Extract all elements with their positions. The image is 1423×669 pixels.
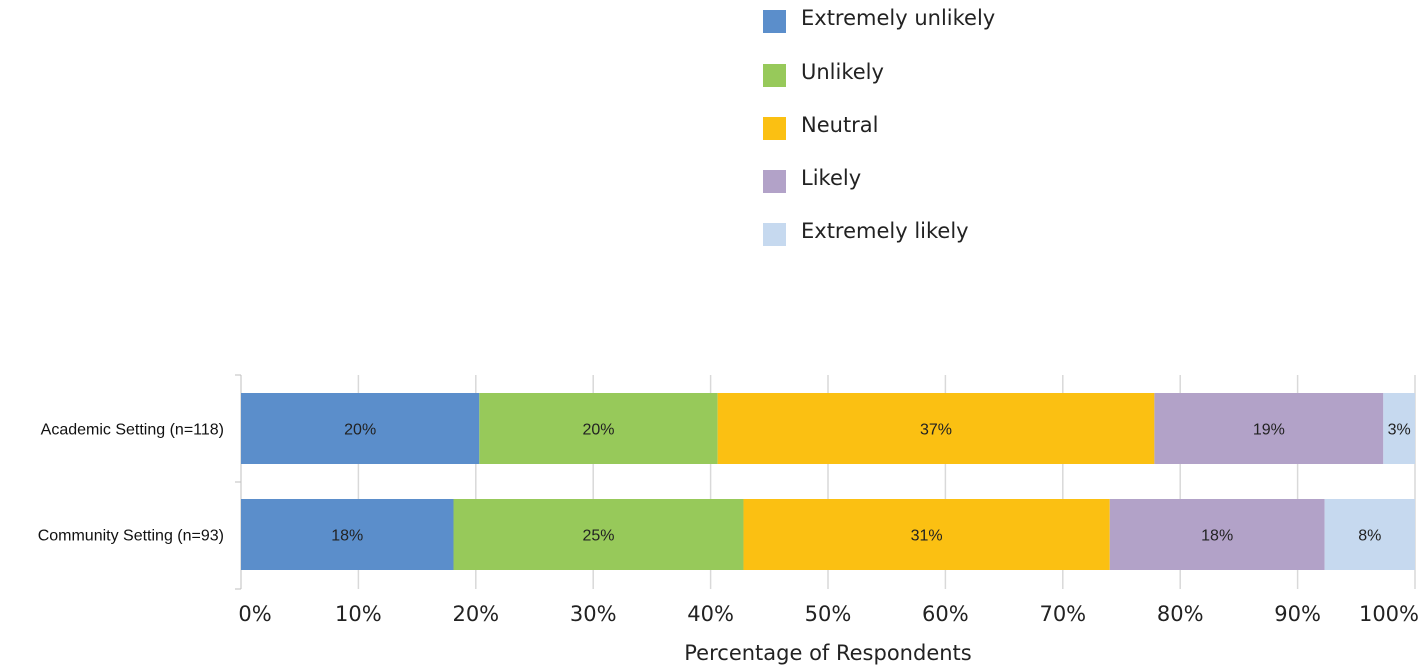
bar-segment — [1324, 499, 1415, 570]
legend-label: Neutral — [801, 113, 879, 137]
legend-label: Unlikely — [801, 60, 884, 84]
bar-segment — [1154, 393, 1384, 464]
legend-swatch — [763, 64, 786, 87]
data-label: 37% — [920, 422, 952, 439]
data-label: 18% — [331, 528, 363, 545]
legend-swatch — [763, 170, 786, 193]
bar-segment — [1109, 499, 1325, 570]
legend-label: Extremely unlikely — [801, 6, 996, 30]
data-label: 31% — [911, 528, 943, 545]
x-axis-title: Percentage of Respondents — [684, 641, 971, 665]
data-label: 25% — [582, 528, 614, 545]
data-label: 19% — [1253, 422, 1285, 439]
x-tick-label: 80% — [1157, 602, 1204, 626]
bar-segment — [479, 393, 718, 464]
bar-segment — [241, 393, 480, 464]
legend-item: Extremely unlikely — [763, 6, 1093, 33]
legend-swatch — [763, 223, 786, 246]
x-tick-label: 60% — [922, 602, 969, 626]
legend-item: Unlikely — [763, 60, 1093, 87]
category-label: Academic Setting (n=118) — [41, 422, 224, 439]
data-label: 3% — [1388, 422, 1411, 439]
data-label: 20% — [582, 422, 614, 439]
legend-item: Neutral — [763, 113, 1093, 140]
data-label: 8% — [1358, 528, 1381, 545]
x-tick-label: 70% — [1039, 602, 1086, 626]
legend-label: Extremely likely — [801, 219, 969, 243]
legend-swatch — [763, 10, 786, 33]
x-tick-label: 90% — [1274, 602, 1321, 626]
bar-segment — [241, 499, 454, 570]
legend-label: Likely — [801, 166, 862, 190]
legend-item: Likely — [763, 166, 1093, 193]
x-tick-label: 50% — [805, 602, 852, 626]
data-label: 20% — [344, 422, 376, 439]
category-label: Community Setting (n=93) — [38, 528, 224, 545]
bar-segment — [743, 499, 1110, 570]
data-label: 18% — [1201, 528, 1233, 545]
legend-item: Extremely likely — [763, 219, 1093, 246]
legend-swatch — [763, 117, 786, 140]
bar-segment — [1383, 393, 1415, 464]
x-tick-label: 0% — [238, 602, 271, 626]
x-tick-label: 30% — [570, 602, 617, 626]
x-tick-label: 100% — [1359, 602, 1419, 626]
bar-segment — [717, 393, 1155, 464]
x-tick-label: 10% — [335, 602, 382, 626]
x-tick-label: 20% — [452, 602, 499, 626]
x-tick-label: 40% — [687, 602, 734, 626]
bar-segment — [453, 499, 744, 570]
